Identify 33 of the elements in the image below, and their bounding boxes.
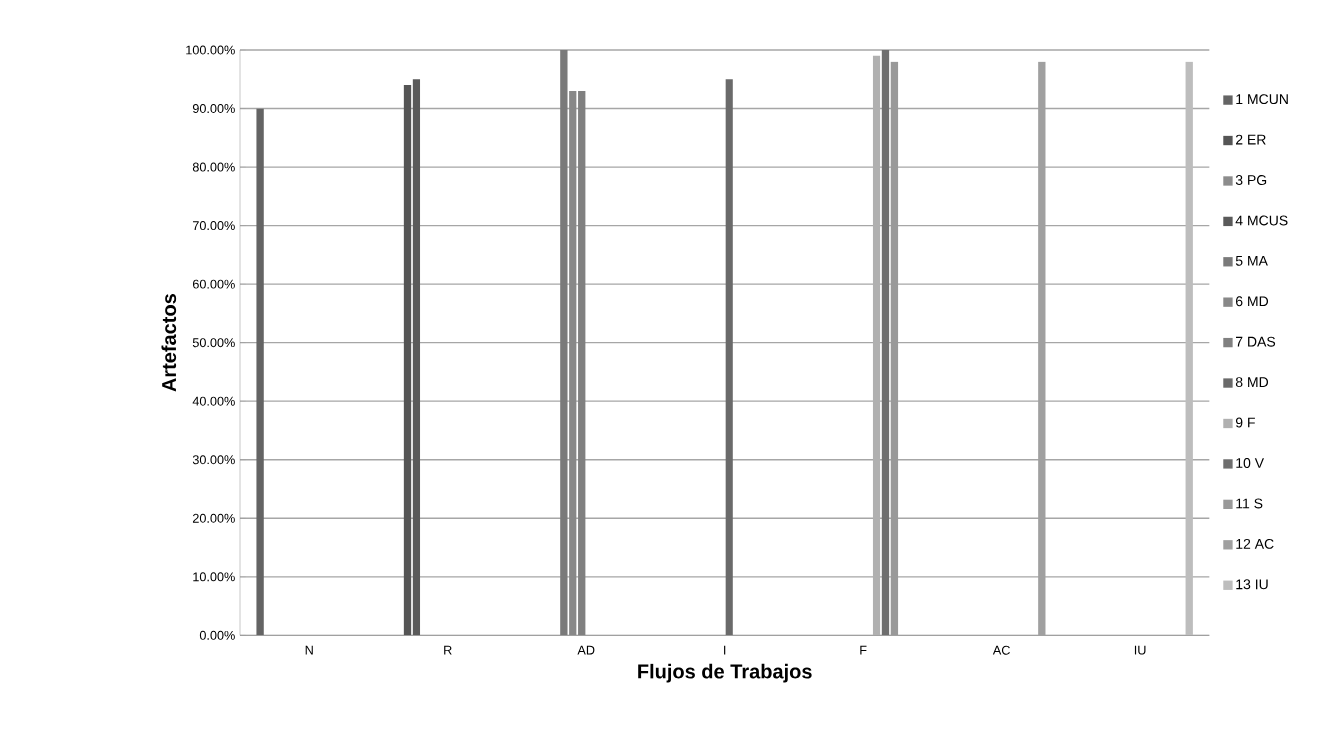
x-axis-title: Flujos de Trabajos	[638, 663, 812, 683]
y-tick-label: 10.00%	[193, 572, 235, 582]
legend-label: 1 MCUN	[1236, 94, 1288, 105]
y-tick-label: 30.00%	[192, 455, 235, 465]
x-tick-label: IU	[1134, 645, 1146, 655]
legend-label: 7 DAS	[1236, 336, 1276, 347]
legend-label: 11 S	[1236, 498, 1263, 509]
legend-label: 5 MA	[1235, 255, 1268, 266]
y-tick-label: 80.00%	[192, 162, 235, 172]
x-tick-label: AD	[577, 645, 595, 655]
x-tick-label: F	[860, 645, 867, 655]
legend-label: 9 F	[1235, 417, 1255, 428]
y-tick-label: 60.00%	[192, 279, 235, 289]
legend-label: 8 MD	[1235, 377, 1269, 388]
legend-label: 2 ER	[1236, 134, 1266, 145]
y-tick-label: 40.00%	[192, 396, 235, 406]
x-tick-label: N	[305, 645, 313, 655]
y-tick-label: 0.00%	[199, 630, 235, 640]
legend-label: 4 MCUS	[1235, 215, 1288, 226]
legend-label: 6 MD	[1236, 296, 1269, 307]
x-tick-label: I	[724, 645, 726, 655]
x-tick-label: AC	[992, 645, 1010, 655]
y-tick-label: 70.00%	[192, 221, 235, 231]
y-tick-label: 100.00%	[186, 45, 235, 55]
legend-label: 10 V	[1236, 458, 1264, 468]
y-axis-title: Artefactos	[161, 294, 177, 392]
legend-label: 3 PG	[1235, 175, 1267, 186]
y-tick-label: 20.00%	[192, 513, 235, 523]
x-tick-label: R	[444, 645, 452, 655]
legend-label: 12 AC	[1236, 538, 1274, 549]
legend-label: 13 IU	[1236, 579, 1268, 590]
y-tick-label: 90.00%	[192, 104, 235, 114]
y-tick-label: 50.00%	[192, 338, 235, 348]
